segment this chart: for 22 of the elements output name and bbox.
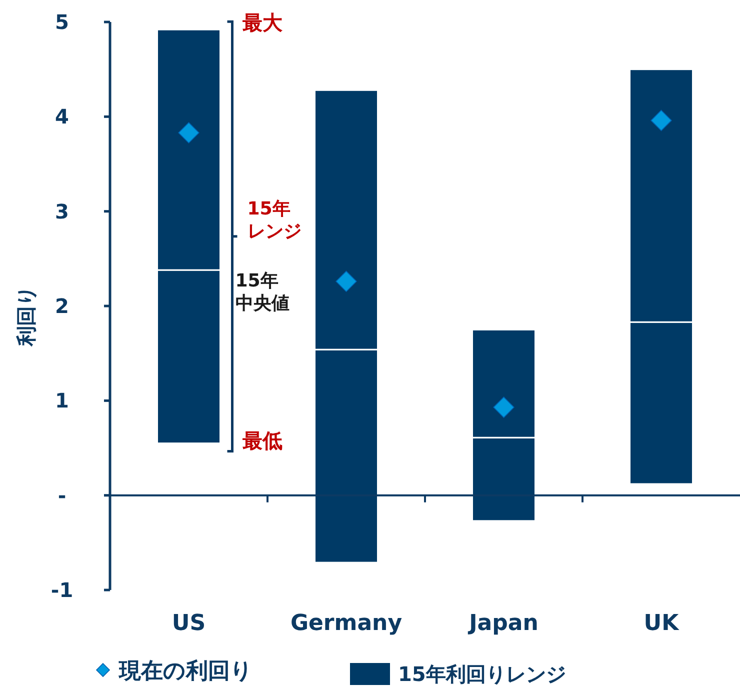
x-tick-label: Japan — [467, 611, 538, 636]
legend-label: 15年利回りレンジ — [398, 662, 566, 686]
y-tick-label: 2 — [55, 294, 69, 318]
y-tick-label: 5 — [55, 10, 69, 34]
point — [336, 270, 357, 292]
annotation: 最大 — [241, 10, 284, 35]
x-tick-label: US — [172, 611, 206, 636]
point — [493, 396, 514, 418]
legend-label: 現在の利回り — [118, 659, 253, 684]
x-tick-label: UK — [644, 611, 680, 636]
y-tick-label: - — [58, 483, 66, 508]
annotation: 15年中央値 — [235, 270, 290, 314]
y-tick-label: 1 — [55, 388, 69, 413]
point — [178, 122, 200, 144]
annotation: 15年レンジ — [247, 198, 302, 242]
point — [650, 110, 672, 132]
annotation: 最低 — [241, 428, 282, 452]
y-axis-title: 利回り — [14, 286, 38, 347]
x-tick-label: Germany — [290, 611, 402, 636]
y-tick-label: -1 — [50, 578, 74, 602]
y-tick-label: 4 — [55, 104, 69, 129]
y-tick-label: 3 — [55, 199, 69, 224]
